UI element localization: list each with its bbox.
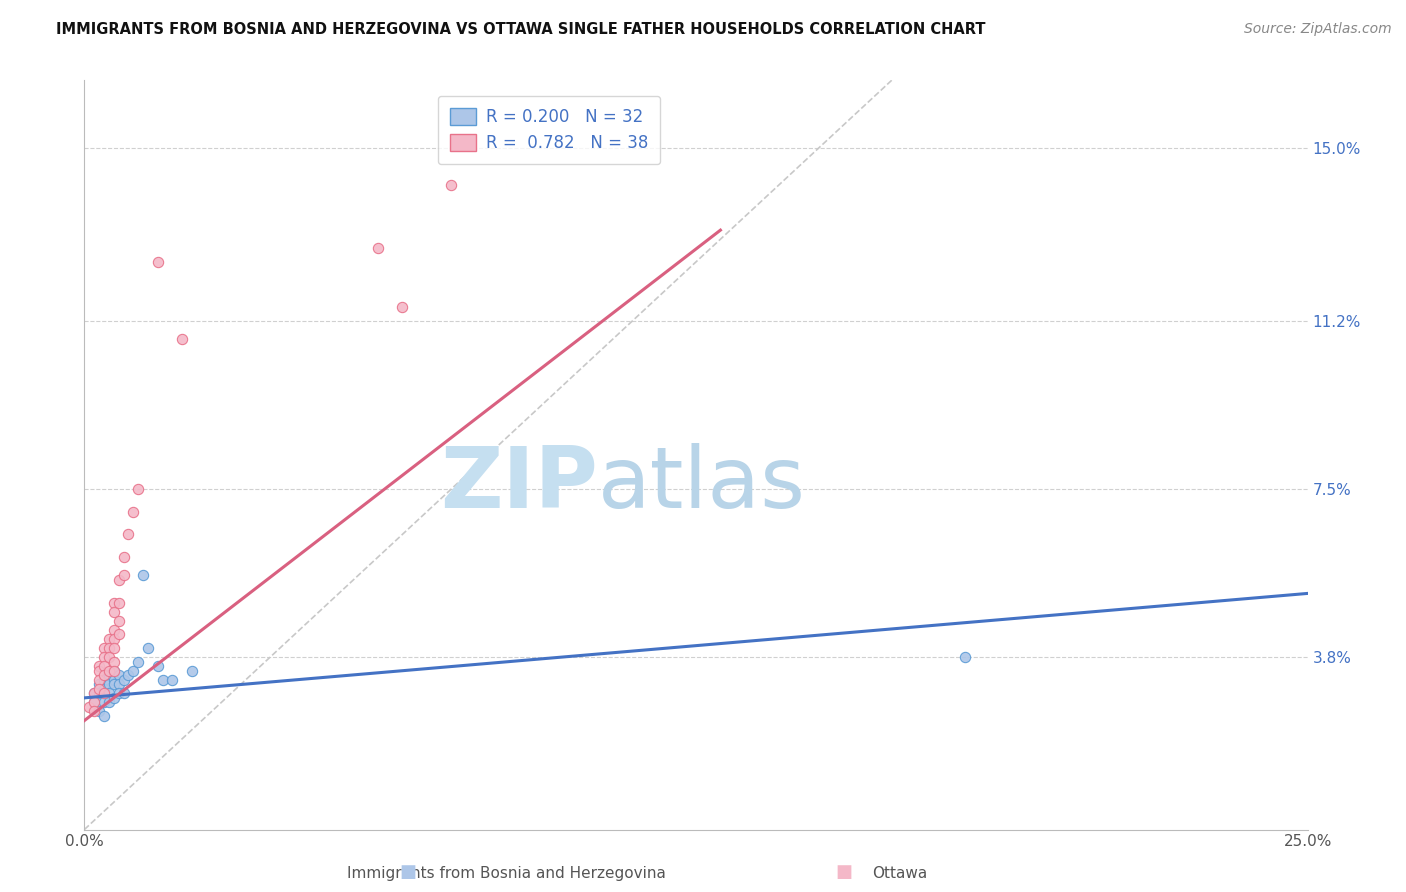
Point: [172, 332, 194, 346]
Point: [103, 632, 125, 646]
Point: [112, 686, 135, 700]
Text: ZIP: ZIP: [440, 443, 598, 526]
Point: [107, 627, 129, 641]
Point: [87, 664, 110, 678]
Point: [117, 668, 139, 682]
Text: atlas: atlas: [598, 443, 806, 526]
Point: [103, 623, 125, 637]
Point: [107, 677, 129, 691]
Point: [440, 178, 463, 192]
Point: [146, 255, 169, 269]
Point: [103, 595, 125, 609]
Point: [97, 640, 120, 655]
Point: [146, 659, 169, 673]
Point: [83, 705, 105, 719]
Point: [93, 640, 115, 655]
Text: ■: ■: [835, 863, 852, 881]
Point: [97, 650, 120, 665]
Point: [103, 605, 125, 619]
Point: [103, 664, 125, 678]
Point: [97, 664, 120, 678]
Point: [83, 695, 105, 709]
Point: [87, 673, 110, 687]
Point: [93, 709, 115, 723]
Point: [97, 632, 120, 646]
Text: Source: ZipAtlas.com: Source: ZipAtlas.com: [1244, 22, 1392, 37]
Point: [93, 650, 115, 665]
Point: [77, 700, 100, 714]
Point: [87, 659, 110, 673]
Point: [132, 568, 155, 582]
Text: Immigrants from Bosnia and Herzegovina: Immigrants from Bosnia and Herzegovina: [347, 866, 665, 881]
Point: [87, 686, 110, 700]
Point: [181, 664, 204, 678]
Point: [367, 241, 389, 255]
Legend: R = 0.200   N = 32, R =  0.782   N = 38: R = 0.200 N = 32, R = 0.782 N = 38: [439, 96, 661, 164]
Point: [152, 673, 174, 687]
Point: [112, 673, 135, 687]
Point: [103, 664, 125, 678]
Point: [87, 705, 110, 719]
Point: [87, 677, 110, 691]
Point: [112, 550, 135, 565]
Point: [93, 695, 115, 709]
Point: [87, 681, 110, 696]
Point: [97, 668, 120, 682]
Text: Ottawa: Ottawa: [872, 866, 928, 881]
Point: [127, 482, 149, 496]
Point: [107, 668, 129, 682]
Point: [103, 640, 125, 655]
Point: [162, 673, 184, 687]
Point: [97, 695, 120, 709]
Point: [107, 614, 129, 628]
Point: [93, 673, 115, 687]
Point: [127, 655, 149, 669]
Point: [103, 677, 125, 691]
Point: [103, 655, 125, 669]
Point: [93, 668, 115, 682]
Point: [103, 673, 125, 687]
Point: [93, 681, 115, 696]
Text: ■: ■: [399, 863, 416, 881]
Point: [122, 505, 145, 519]
Point: [97, 677, 120, 691]
Point: [97, 686, 120, 700]
Point: [83, 686, 105, 700]
Point: [122, 664, 145, 678]
Point: [93, 686, 115, 700]
Point: [953, 650, 976, 665]
Point: [83, 695, 105, 709]
Point: [107, 686, 129, 700]
Point: [83, 686, 105, 700]
Point: [93, 659, 115, 673]
Point: [107, 573, 129, 587]
Text: IMMIGRANTS FROM BOSNIA AND HERZEGOVINA VS OTTAWA SINGLE FATHER HOUSEHOLDS CORREL: IMMIGRANTS FROM BOSNIA AND HERZEGOVINA V…: [56, 22, 986, 37]
Point: [107, 595, 129, 609]
Point: [117, 527, 139, 541]
Point: [103, 690, 125, 705]
Point: [112, 568, 135, 582]
Point: [391, 301, 413, 315]
Point: [136, 640, 159, 655]
